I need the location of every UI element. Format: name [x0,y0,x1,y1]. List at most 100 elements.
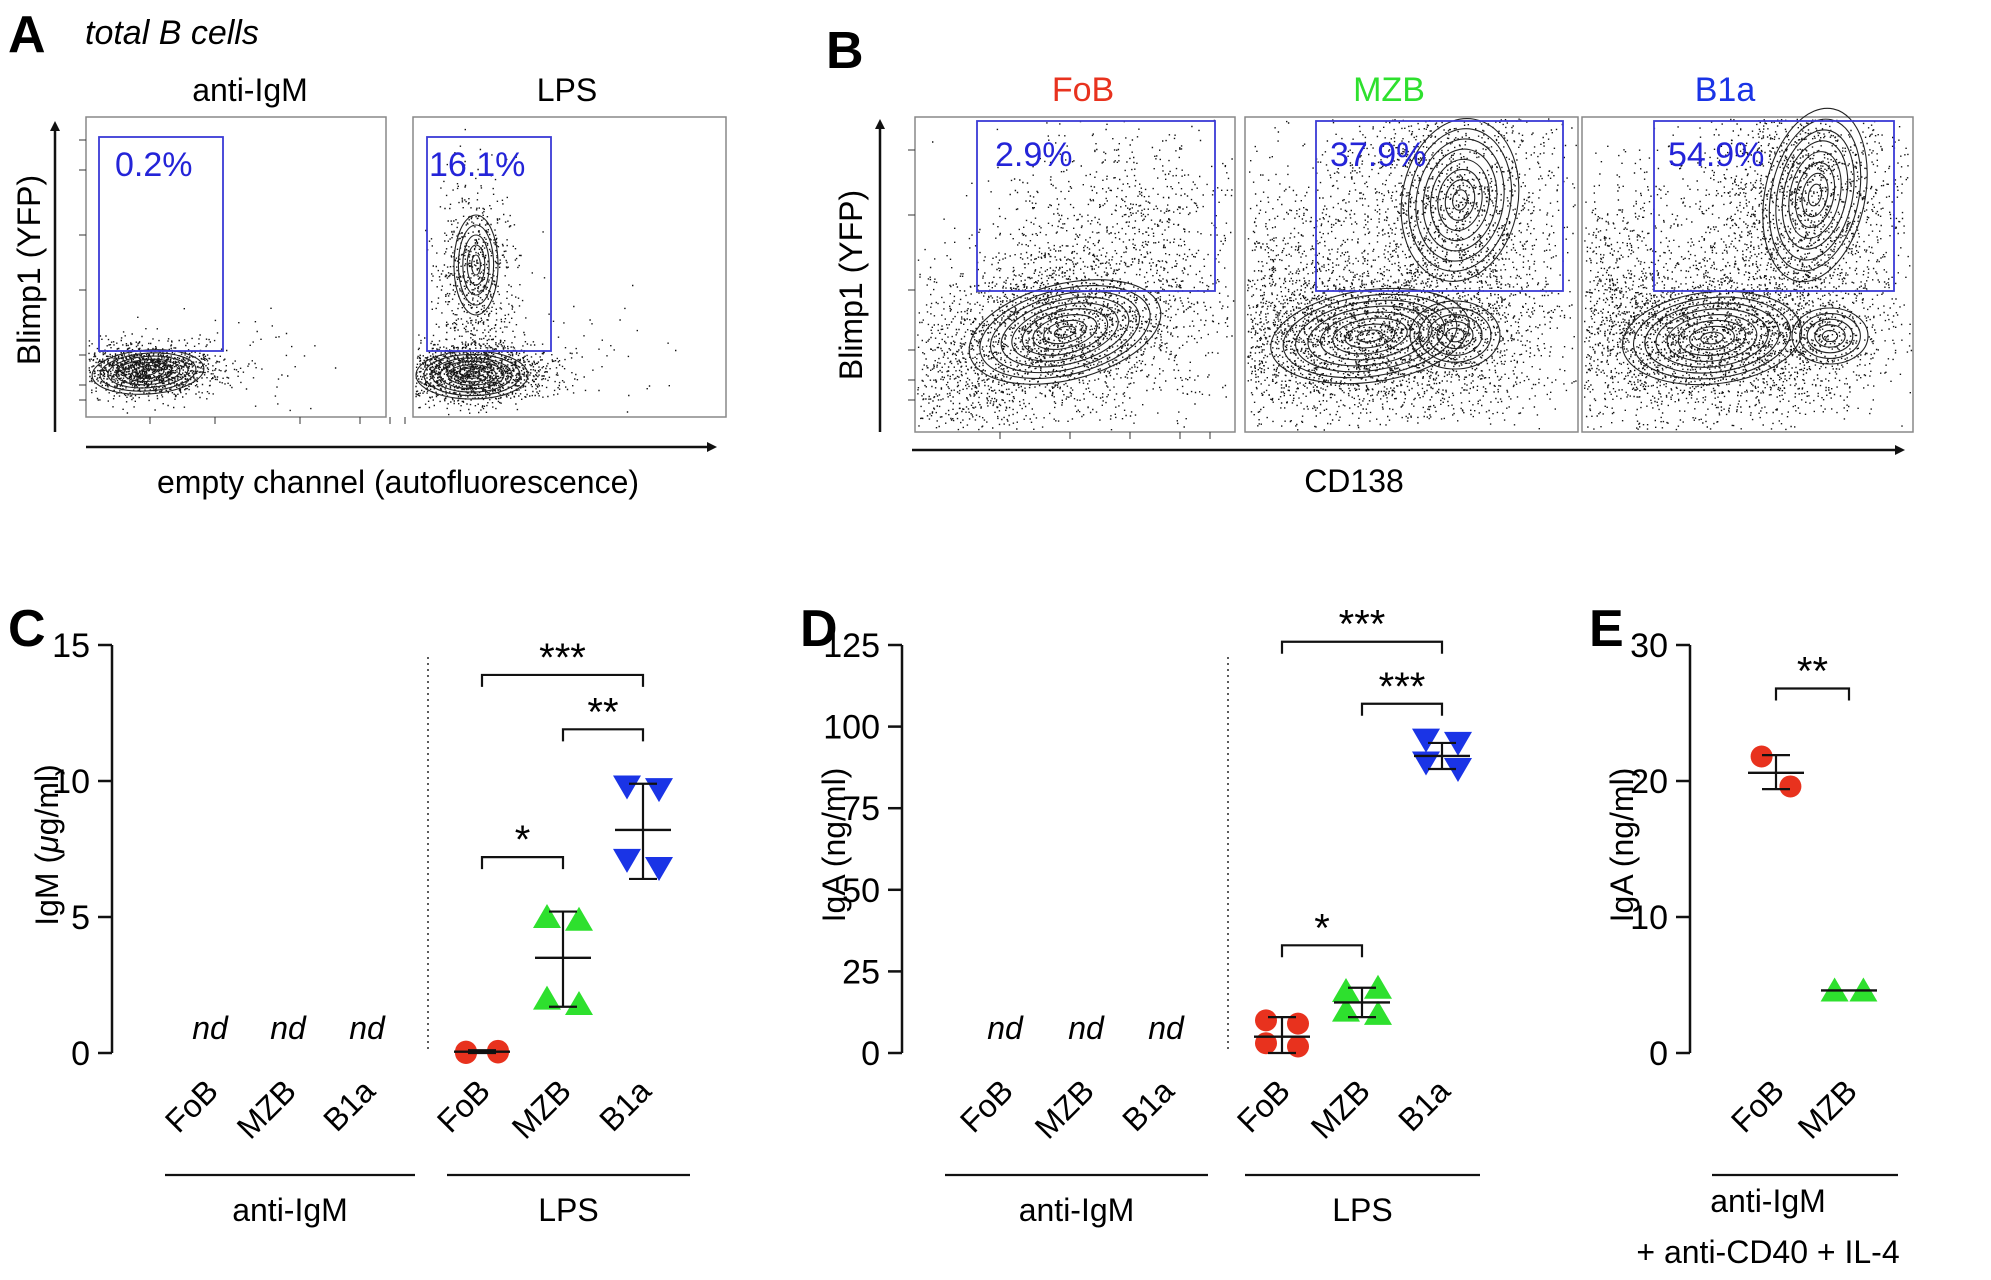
contour-line [1801,172,1829,218]
panel-b-plot2-gate-label: 37.9% [1330,136,1426,174]
y-tick-label: 100 [823,709,880,747]
category-label: MZB [230,1072,303,1145]
contour-line [1400,118,1520,282]
significance-label: *** [1339,603,1386,647]
y-tick-label: 30 [1630,627,1668,665]
contour-line [1043,319,1087,345]
significance-bracket [1280,640,1444,654]
data-point [1332,977,1360,1002]
event-dots [88,316,283,414]
panel-b-plot2-density [1247,118,1577,431]
significance-bracket [1774,687,1851,701]
event-dots [1584,184,1913,431]
panel-b-plot1-gate [976,120,1216,292]
contour-line [131,365,165,379]
significance-bracket [480,673,645,687]
event-dots [415,325,587,416]
contour-line [1344,323,1396,349]
data-point [455,1042,477,1064]
contour-line [91,349,205,395]
event-dots [917,311,1083,431]
data-point [1255,1009,1277,1032]
contour-line [1407,128,1513,272]
panel-a-plot2-gate-label: 16.1% [429,146,525,184]
contour-line [423,353,521,397]
contour-line [1791,307,1869,365]
data-point [613,848,641,873]
panel-a: A total B cells anti-IgM LPS 0.2% 16.1% … [8,6,727,500]
panel-a-plot1-title: anti-IgM [192,72,308,108]
data-point [1444,731,1472,756]
panel-c-y-label: IgM (μg/ml) [29,764,65,926]
event-dots [932,119,1233,396]
contour-line [1768,118,1862,272]
y-tick-label: 10 [52,763,90,801]
contour-line [1452,189,1468,211]
panel-b-plot2-frame [1244,116,1579,433]
panel-b-plot3-density [1584,107,1913,431]
y-tick-label: 75 [842,790,880,828]
panel-e: E IgA (ng/ml) 0 10 20 30 FoB MZB ** anti-IgM +… [1589,600,1900,1270]
contour-line [1282,293,1458,379]
y-tick-label: 0 [71,1035,90,1073]
significance-label: * [1314,906,1330,950]
panel-a-plot1-gate-label: 0.2% [115,146,193,184]
contour-line [139,368,157,376]
event-dots [917,202,1235,431]
category-label: FoB [953,1072,1020,1139]
y-tick-label: 125 [823,627,880,665]
data-point [565,991,593,1016]
panel-a-y-label: Blimp1 (YFP) [11,175,47,365]
significance-bracket [561,728,645,742]
panel-b-plot1-density [917,119,1235,431]
panel-a-plot2-title: LPS [537,72,597,108]
contour-line [989,290,1141,374]
contour-line [1357,329,1383,343]
panel-a-letter: A [8,6,46,64]
data-point [1287,1035,1309,1058]
category-label: MZB [505,1072,578,1145]
panel-a-plot2-gate [426,136,552,352]
y-tick-label: 25 [842,953,880,991]
data-point [1364,1000,1392,1025]
contour-line [1295,299,1445,373]
data-point [1332,997,1360,1022]
contour-line [1422,148,1498,252]
group-label: anti-IgM [232,1192,348,1228]
data-point [1412,728,1440,753]
significance-bracket [480,856,565,870]
nd-label: nd [270,1010,307,1046]
data-point [613,775,641,800]
contour-line [1807,183,1823,207]
contour-line [1814,324,1846,348]
contour-line [1053,325,1077,339]
contour-line [1781,140,1849,250]
significance-label: *** [1379,665,1426,709]
panel-e-letter: E [1589,600,1624,658]
group-label: LPS [538,1192,598,1228]
panel-e-group-label-line1: anti-IgM [1710,1183,1826,1219]
data-point [533,985,561,1010]
contour-line [1821,329,1839,343]
category-label: MZB [1028,1072,1101,1145]
y-tick-label: 20 [1630,763,1668,801]
group-label: anti-IgM [1019,1192,1135,1228]
contour-line [1689,325,1735,351]
panel-b: B FoB MZB B1a 2.9% 37.9% 54.9% Blimp1 (Y… [826,22,1914,499]
contour-line [123,361,173,383]
contour-line [1021,308,1109,356]
contour-line [447,364,497,386]
contour-line [462,234,490,296]
data-point [645,857,673,882]
significance-label: *** [539,636,586,680]
nd-label: nd [192,1010,229,1046]
panel-d-y-label: IgA (ng/ml) [816,768,852,923]
y-tick-label: 0 [861,1035,880,1073]
panel-b-plot3-gate [1653,120,1895,292]
nd-label: nd [349,1010,386,1046]
contour-line [1430,158,1490,242]
panel-c-y-label-suffix: g/ml) [29,764,65,835]
contour-line [1436,320,1474,350]
